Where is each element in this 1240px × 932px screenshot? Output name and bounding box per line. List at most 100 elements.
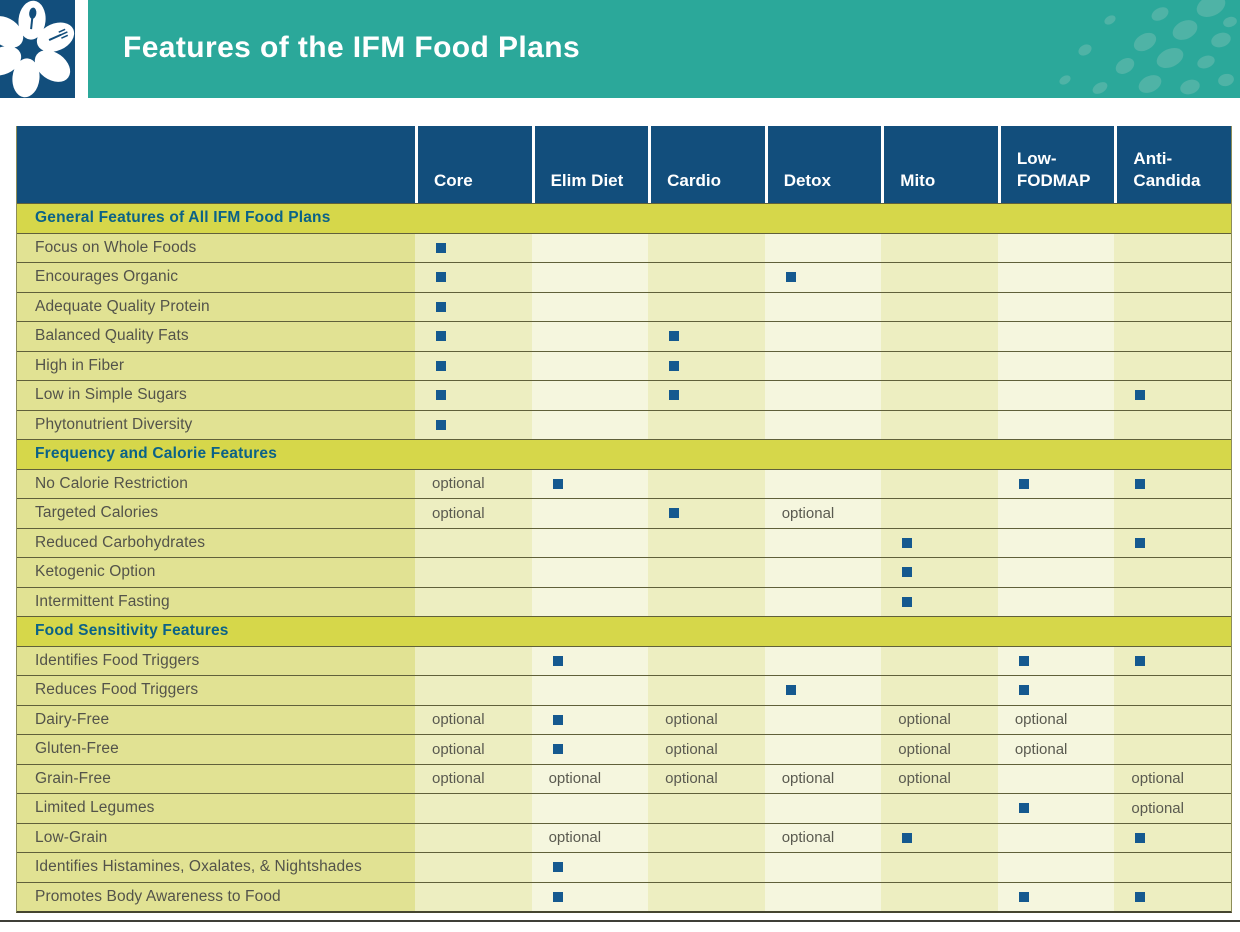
check-marker-icon <box>1135 537 1146 548</box>
check-marker-icon <box>1018 478 1029 489</box>
cell-cardio-dairy-free: optional <box>648 705 765 734</box>
optional-label: optional <box>665 711 718 729</box>
cell-elim-diet-low-in-simple-sugars <box>531 381 649 410</box>
cell-core-encourages-organic <box>415 263 532 292</box>
optional-label: optional <box>548 829 602 847</box>
cell-elim-diet-gluten-free <box>531 735 649 764</box>
check-marker-icon <box>1018 655 1029 666</box>
cell-anti-candida-reduces-food-triggers <box>1114 676 1231 705</box>
check-marker-icon <box>1018 685 1029 696</box>
cell-core-reduced-carbohydrates <box>415 528 532 557</box>
row-label: Identifies Histamines, Oxalates, & Night… <box>17 853 415 882</box>
row-label: Ketogenic Option <box>17 558 415 587</box>
cell-mito-low-in-simple-sugars <box>881 381 998 410</box>
cell-detox-gluten-free <box>764 735 882 764</box>
table-row: Adequate Quality Protein <box>17 291 1231 321</box>
cell-detox-low-grain: optional <box>764 823 882 852</box>
table-row: Intermittent Fasting <box>17 586 1231 616</box>
check-marker-icon <box>436 360 446 371</box>
cell-core-gluten-free: optional <box>415 735 532 764</box>
optional-label: optional <box>898 711 951 729</box>
table-row: Reduces Food Triggers <box>17 675 1231 705</box>
food-plan-features-table: Core Elim Diet Cardio Detox Mito Low-FODMAP An… <box>16 126 1232 913</box>
cell-detox-reduced-carbohydrates <box>764 528 882 557</box>
row-label: Adequate Quality Protein <box>17 292 415 321</box>
optional-label: optional <box>1014 711 1068 729</box>
check-marker-icon <box>552 714 563 725</box>
table-row: Targeted Calories optional optional <box>17 498 1231 528</box>
row-label: Low in Simple Sugars <box>17 381 415 410</box>
check-marker-icon <box>552 862 563 873</box>
optional-label: optional <box>432 475 485 493</box>
check-marker-icon <box>436 390 446 401</box>
check-marker-icon <box>1135 390 1146 401</box>
row-label: High in Fiber <box>17 351 415 380</box>
check-marker-icon <box>1135 891 1146 902</box>
cell-detox-high-in-fiber <box>764 351 882 380</box>
cell-anti-candida-ketogenic-option <box>1114 558 1231 587</box>
cell-detox-identifies-food-triggers <box>764 646 882 675</box>
column-header-mito: Mito <box>881 126 998 203</box>
row-label: Reduces Food Triggers <box>17 676 415 705</box>
cell-low-fodmap-reduces-food-triggers <box>997 676 1115 705</box>
cell-low-fodmap-limited-legumes <box>997 794 1115 823</box>
cell-elim-diet-adequate-quality-protein <box>531 292 649 321</box>
table-row: Limited Legumes optional <box>17 793 1231 823</box>
cell-mito-no-calorie-restriction <box>881 469 998 498</box>
cell-cardio-identifies-food-triggers <box>648 646 765 675</box>
row-label: Gluten-Free <box>17 735 415 764</box>
cell-low-fodmap-focus-on-whole-foods <box>997 233 1115 262</box>
cell-cardio-focus-on-whole-foods <box>648 233 765 262</box>
cell-elim-diet-reduces-food-triggers <box>531 676 649 705</box>
cell-mito-intermittent-fasting <box>881 587 998 616</box>
cell-low-fodmap-identifies-food-triggers <box>997 646 1115 675</box>
optional-label: optional <box>781 829 835 847</box>
table-row: Balanced Quality Fats <box>17 321 1231 351</box>
check-marker-icon <box>1135 832 1146 843</box>
check-marker-icon <box>785 685 796 696</box>
cell-low-fodmap-targeted-calories <box>997 499 1115 528</box>
check-marker-icon <box>669 508 680 519</box>
table-row: High in Fiber <box>17 350 1231 380</box>
cell-detox-intermittent-fasting <box>764 587 882 616</box>
cell-cardio-intermittent-fasting <box>648 587 765 616</box>
cell-cardio-grain-free: optional <box>648 764 765 793</box>
cell-cardio-no-calorie-restriction <box>648 469 765 498</box>
table-row: Low in Simple Sugars <box>17 380 1231 410</box>
cell-detox-limited-legumes <box>764 794 882 823</box>
optional-label: optional <box>898 740 951 758</box>
cell-cardio-promotes-body-awareness-to-food <box>648 882 765 911</box>
cell-detox-phytonutrient-diversity <box>764 410 882 439</box>
page-title: Features of the IFM Food Plans <box>123 31 581 64</box>
cell-detox-dairy-free <box>764 705 882 734</box>
check-marker-icon <box>436 331 446 342</box>
row-label: Promotes Body Awareness to Food <box>17 882 415 911</box>
cell-detox-focus-on-whole-foods <box>764 233 882 262</box>
cell-low-fodmap-adequate-quality-protein <box>997 292 1115 321</box>
column-header-cardio: Cardio <box>648 126 765 203</box>
table-row: Reduced Carbohydrates <box>17 527 1231 557</box>
cell-detox-ketogenic-option <box>764 558 882 587</box>
cell-core-targeted-calories: optional <box>415 499 532 528</box>
cell-anti-candida-promotes-body-awareness-to-food <box>1114 882 1231 911</box>
cell-core-ketogenic-option <box>415 558 532 587</box>
cell-anti-candida-dairy-free <box>1114 705 1231 734</box>
cell-low-fodmap-reduced-carbohydrates <box>997 528 1115 557</box>
cell-core-low-in-simple-sugars <box>415 381 532 410</box>
cell-low-fodmap-dairy-free: optional <box>997 705 1115 734</box>
column-header-core: Core <box>415 126 532 203</box>
row-label: No Calorie Restriction <box>17 469 415 498</box>
table-row: Identifies Histamines, Oxalates, & Night… <box>17 852 1231 882</box>
cell-mito-adequate-quality-protein <box>881 292 998 321</box>
table-row: Grain-Free optional optional optional option… <box>17 763 1231 793</box>
cell-core-grain-free: optional <box>415 764 532 793</box>
cell-elim-diet-ketogenic-option <box>531 558 649 587</box>
cell-elim-diet-reduced-carbohydrates <box>531 528 649 557</box>
table-corner-cell <box>17 126 415 203</box>
optional-label: optional <box>548 770 602 788</box>
decorative-dots-icon <box>1059 0 1237 95</box>
cell-cardio-balanced-quality-fats <box>648 322 765 351</box>
cell-low-fodmap-phytonutrient-diversity <box>997 410 1115 439</box>
cell-elim-diet-intermittent-fasting <box>531 587 649 616</box>
cell-elim-diet-focus-on-whole-foods <box>531 233 649 262</box>
